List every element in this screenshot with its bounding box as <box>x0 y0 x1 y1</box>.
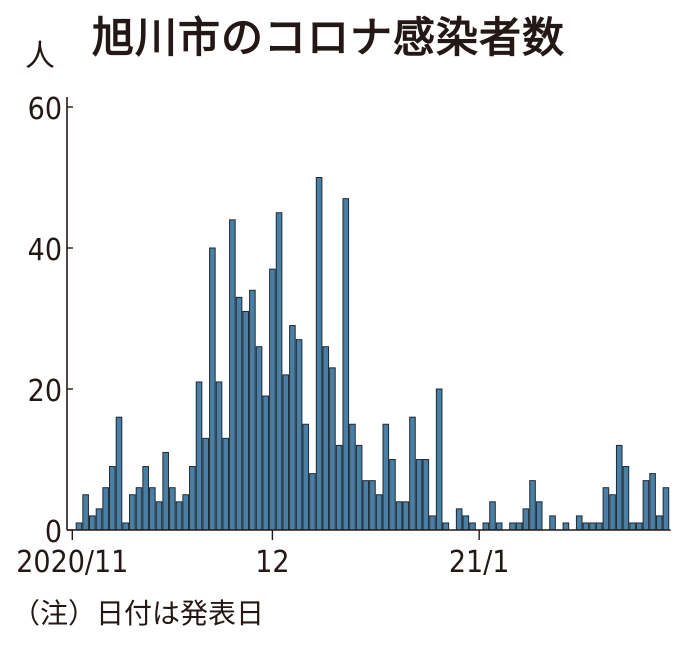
bar <box>395 501 403 531</box>
bar <box>169 487 176 531</box>
bar <box>409 416 416 531</box>
bar <box>342 198 350 531</box>
bar <box>309 473 316 531</box>
bar <box>575 515 583 531</box>
bar <box>235 296 243 531</box>
bar <box>155 501 163 531</box>
bar <box>509 522 516 531</box>
bar <box>529 480 536 531</box>
bar <box>415 459 423 531</box>
x-axis: 2020/11 12 21/1 <box>16 529 671 580</box>
bar <box>182 494 189 531</box>
bar <box>482 522 490 531</box>
bar <box>322 346 330 531</box>
bar <box>142 466 149 531</box>
chart-note: （注）日付は発表日 <box>12 597 265 630</box>
bar <box>355 444 363 531</box>
bar <box>662 487 670 531</box>
bar <box>229 219 236 531</box>
bar <box>195 381 203 531</box>
bar <box>389 459 396 531</box>
bar <box>462 515 470 531</box>
bar <box>515 522 523 531</box>
bar <box>255 346 263 531</box>
bar <box>175 501 183 531</box>
bar <box>402 501 410 531</box>
bar <box>129 494 136 531</box>
x-tick-label: 21/1 <box>449 545 510 580</box>
bar <box>269 268 276 531</box>
bar <box>615 444 623 531</box>
bar <box>249 289 256 531</box>
y-tick-label: 60 <box>28 92 62 127</box>
bar <box>535 501 543 531</box>
bar <box>382 423 390 531</box>
bar <box>222 437 230 531</box>
bar <box>489 501 496 531</box>
bar <box>375 494 383 531</box>
bar <box>362 480 370 531</box>
bar <box>295 339 303 531</box>
bar <box>495 522 503 531</box>
bar <box>455 508 463 531</box>
bar <box>282 374 290 531</box>
bars <box>75 177 670 531</box>
bar <box>202 437 209 531</box>
bar <box>215 381 223 531</box>
bar <box>122 522 129 531</box>
bar <box>209 247 216 531</box>
bar <box>635 522 643 531</box>
bar <box>609 494 616 531</box>
bar <box>262 395 270 531</box>
bar <box>89 515 96 531</box>
y-tick-label: 0 <box>45 515 62 550</box>
x-tick-label: 2020/11 <box>16 545 128 580</box>
bar <box>655 515 663 531</box>
bar <box>422 459 430 531</box>
y-tick-label: 40 <box>28 233 62 268</box>
bar <box>115 416 123 531</box>
bar <box>602 487 610 531</box>
bar <box>549 515 556 531</box>
bar <box>435 388 443 531</box>
bar <box>82 494 89 531</box>
bar <box>649 473 656 531</box>
bar <box>149 487 156 531</box>
y-tick-label: 20 <box>28 374 62 409</box>
bar <box>135 487 143 531</box>
y-axis-unit-label: 人 <box>25 39 55 74</box>
bar <box>595 522 603 531</box>
bar <box>442 522 450 531</box>
bar <box>522 508 530 531</box>
bar <box>109 466 116 531</box>
bar <box>582 522 590 531</box>
bar <box>162 451 169 531</box>
bar <box>629 522 636 531</box>
bar <box>429 515 436 531</box>
bar <box>75 522 83 531</box>
bar <box>275 212 283 531</box>
bar <box>589 522 596 531</box>
bar <box>315 177 323 531</box>
bar <box>102 487 109 531</box>
x-tick-label: 12 <box>255 545 289 580</box>
chart-title: 旭川市のコロナ感染者数 <box>92 13 566 62</box>
bar <box>642 480 650 531</box>
bar <box>469 522 476 531</box>
bar <box>349 423 356 531</box>
bar <box>95 508 103 531</box>
bar <box>302 423 310 531</box>
bar <box>189 466 196 531</box>
bar <box>562 522 570 531</box>
bar <box>369 480 376 531</box>
bar <box>622 466 630 531</box>
bar <box>242 310 250 531</box>
y-axis: 人 0 20 40 60 <box>25 39 73 550</box>
bar <box>335 444 343 531</box>
bar <box>289 325 296 531</box>
bar <box>329 367 336 531</box>
